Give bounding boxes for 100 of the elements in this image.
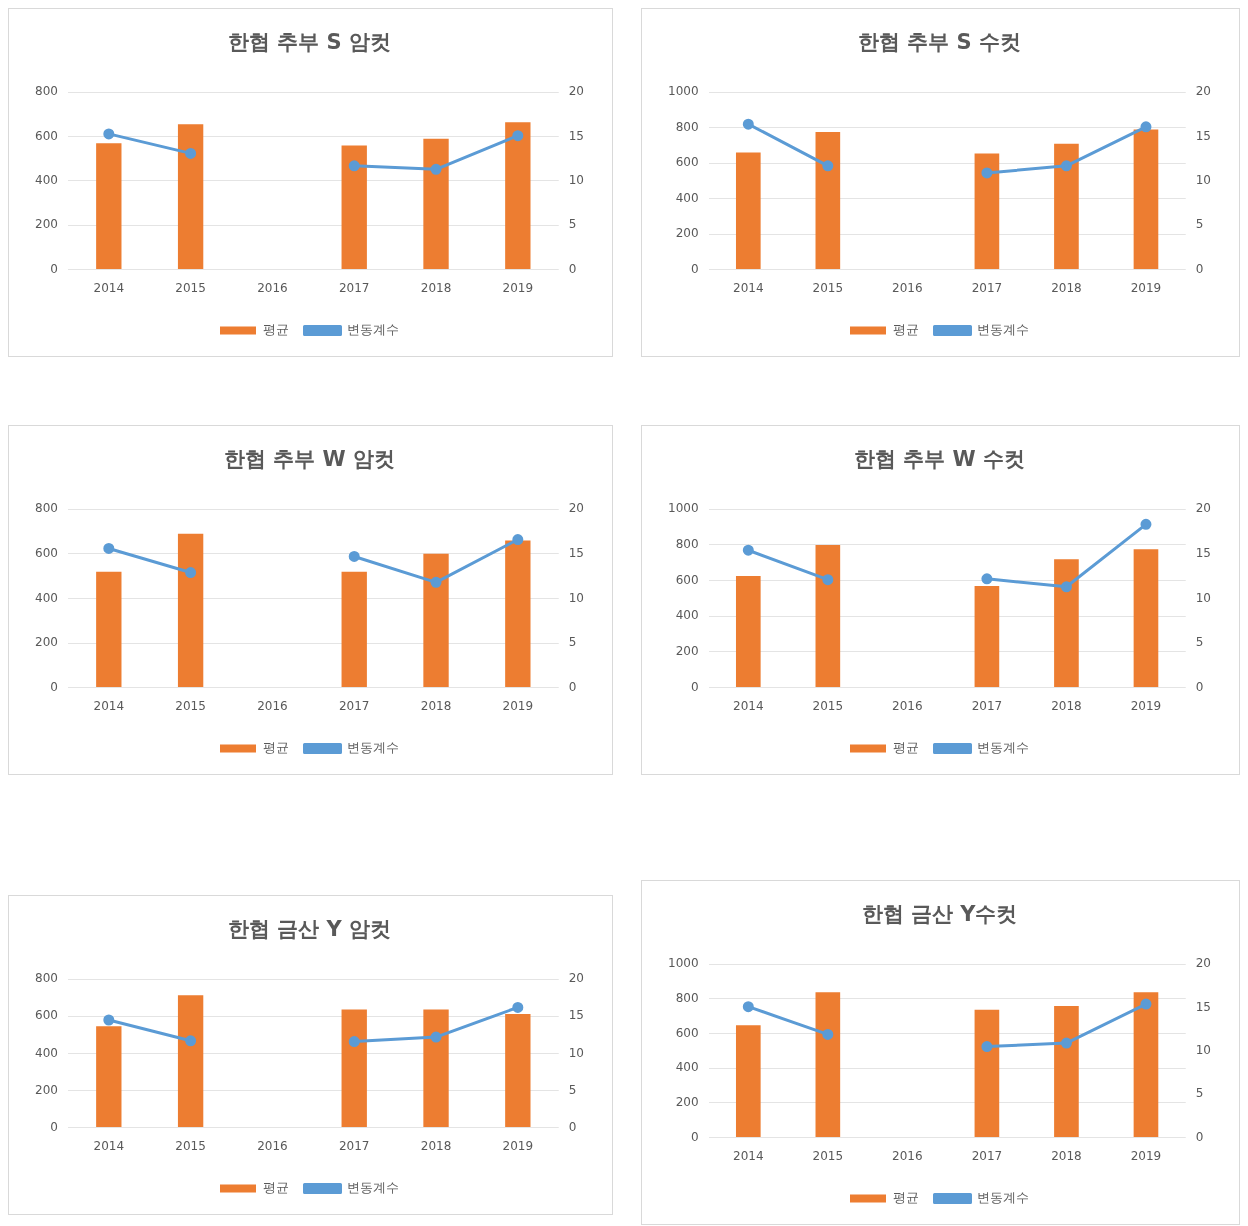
x-tick-label: 2015 — [175, 280, 206, 295]
y-tick-label: 400 — [675, 1060, 699, 1075]
y-tick-label: 800 — [35, 84, 58, 99]
y-tick-label: 400 — [35, 590, 58, 605]
y2-tick-label: 20 — [1195, 501, 1212, 516]
y2-tick-label: 15 — [568, 1008, 585, 1023]
point — [822, 160, 834, 172]
point — [348, 160, 360, 172]
point — [981, 167, 993, 179]
point — [1140, 121, 1152, 133]
bar — [177, 124, 204, 270]
y2-tick-label: 10 — [568, 1045, 585, 1060]
x-tick-label: 2014 — [733, 280, 764, 295]
y2-tick-label: 5 — [568, 217, 577, 232]
bar — [1054, 1005, 1079, 1138]
y2-tick-label: 20 — [1195, 956, 1212, 971]
point — [185, 147, 197, 159]
bar — [341, 571, 367, 688]
x-tick-label: 2014 — [733, 1148, 764, 1163]
bar — [96, 571, 122, 688]
point — [742, 118, 754, 130]
y2-tick-label: 0 — [1195, 261, 1204, 276]
point — [981, 1041, 993, 1053]
point — [185, 1035, 197, 1047]
bar — [815, 544, 841, 688]
legend-label: 평균 — [892, 321, 919, 337]
bar — [735, 152, 761, 270]
y-tick-label: 600 — [35, 545, 58, 560]
bar — [1133, 129, 1159, 270]
x-tick-label: 2017 — [971, 698, 1003, 713]
bar — [423, 1009, 449, 1128]
bar — [974, 1009, 1000, 1138]
y2-tick-label: 10 — [1195, 173, 1212, 188]
legend-label: 변동계수 — [977, 321, 1029, 337]
point — [103, 128, 115, 140]
y-tick-label: 600 — [675, 1025, 699, 1040]
point — [185, 567, 197, 579]
y-tick-label: 600 — [35, 1008, 58, 1023]
y2-tick-label: 10 — [1195, 590, 1212, 605]
y-tick-label: 200 — [35, 217, 58, 232]
y2-tick-label: 15 — [568, 128, 585, 143]
x-tick-label: 2018 — [1051, 698, 1082, 713]
y2-tick-label: 5 — [568, 635, 577, 650]
y-tick-label: 600 — [35, 128, 58, 143]
y-tick-label: 600 — [675, 572, 699, 587]
point — [512, 1001, 524, 1013]
point — [1140, 518, 1152, 530]
y2-tick-label: 10 — [568, 173, 585, 188]
y-tick-label: 1000 — [667, 501, 699, 516]
y2-tick-label: 15 — [568, 545, 585, 560]
x-tick-label: 2019 — [502, 280, 534, 295]
legend-label: 변동계수 — [977, 739, 1029, 755]
x-tick-label: 2017 — [338, 698, 370, 713]
y2-tick-label: 10 — [1195, 1043, 1212, 1058]
y2-tick-label: 5 — [1195, 1086, 1204, 1101]
y-tick-label: 1000 — [667, 956, 699, 971]
x-tick-label: 2015 — [812, 698, 844, 713]
x-tick-label: 2016 — [257, 280, 288, 295]
y-tick-label: 0 — [690, 1129, 699, 1144]
y-tick-label: 400 — [675, 190, 699, 205]
point — [1060, 1037, 1072, 1049]
point — [1140, 998, 1152, 1010]
y2-tick-label: 5 — [1195, 635, 1204, 650]
bar — [423, 138, 449, 270]
y2-tick-label: 20 — [568, 971, 585, 986]
bar — [735, 1025, 761, 1138]
point — [348, 550, 360, 562]
y2-tick-label: 20 — [568, 501, 585, 516]
y-tick-label: 0 — [690, 261, 699, 276]
x-tick-label: 2014 — [93, 1138, 125, 1153]
y2-tick-label: 10 — [568, 590, 585, 605]
x-tick-label: 2017 — [971, 1148, 1003, 1163]
legend-label: 평균 — [262, 1179, 289, 1195]
bar — [1133, 992, 1159, 1138]
legend-label: 평균 — [262, 739, 289, 755]
y-tick-label: 800 — [35, 501, 58, 516]
x-tick-label: 2019 — [502, 1138, 534, 1153]
x-tick-label: 2017 — [338, 1138, 370, 1153]
point — [981, 573, 993, 585]
y-tick-label: 400 — [675, 608, 699, 623]
point — [348, 1036, 360, 1048]
y2-tick-label: 20 — [1195, 84, 1212, 99]
bar — [815, 992, 841, 1138]
point — [512, 534, 524, 546]
y-tick-label: 800 — [675, 537, 699, 552]
x-tick-label: 2019 — [1130, 280, 1162, 295]
legend-label: 평균 — [892, 739, 919, 755]
x-tick-label: 2018 — [420, 1138, 452, 1153]
bar — [815, 132, 841, 270]
bar — [1054, 559, 1079, 688]
y-tick-label: 200 — [675, 226, 699, 241]
bar — [974, 153, 1000, 270]
bar — [341, 145, 367, 270]
point — [742, 544, 754, 556]
x-tick-label: 2016 — [892, 280, 923, 295]
y-tick-label: 400 — [35, 1045, 58, 1060]
y2-tick-label: 5 — [568, 1082, 577, 1097]
y-tick-label: 200 — [675, 644, 699, 659]
y-tick-label: 800 — [675, 991, 699, 1006]
legend-label: 평균 — [892, 1189, 919, 1205]
